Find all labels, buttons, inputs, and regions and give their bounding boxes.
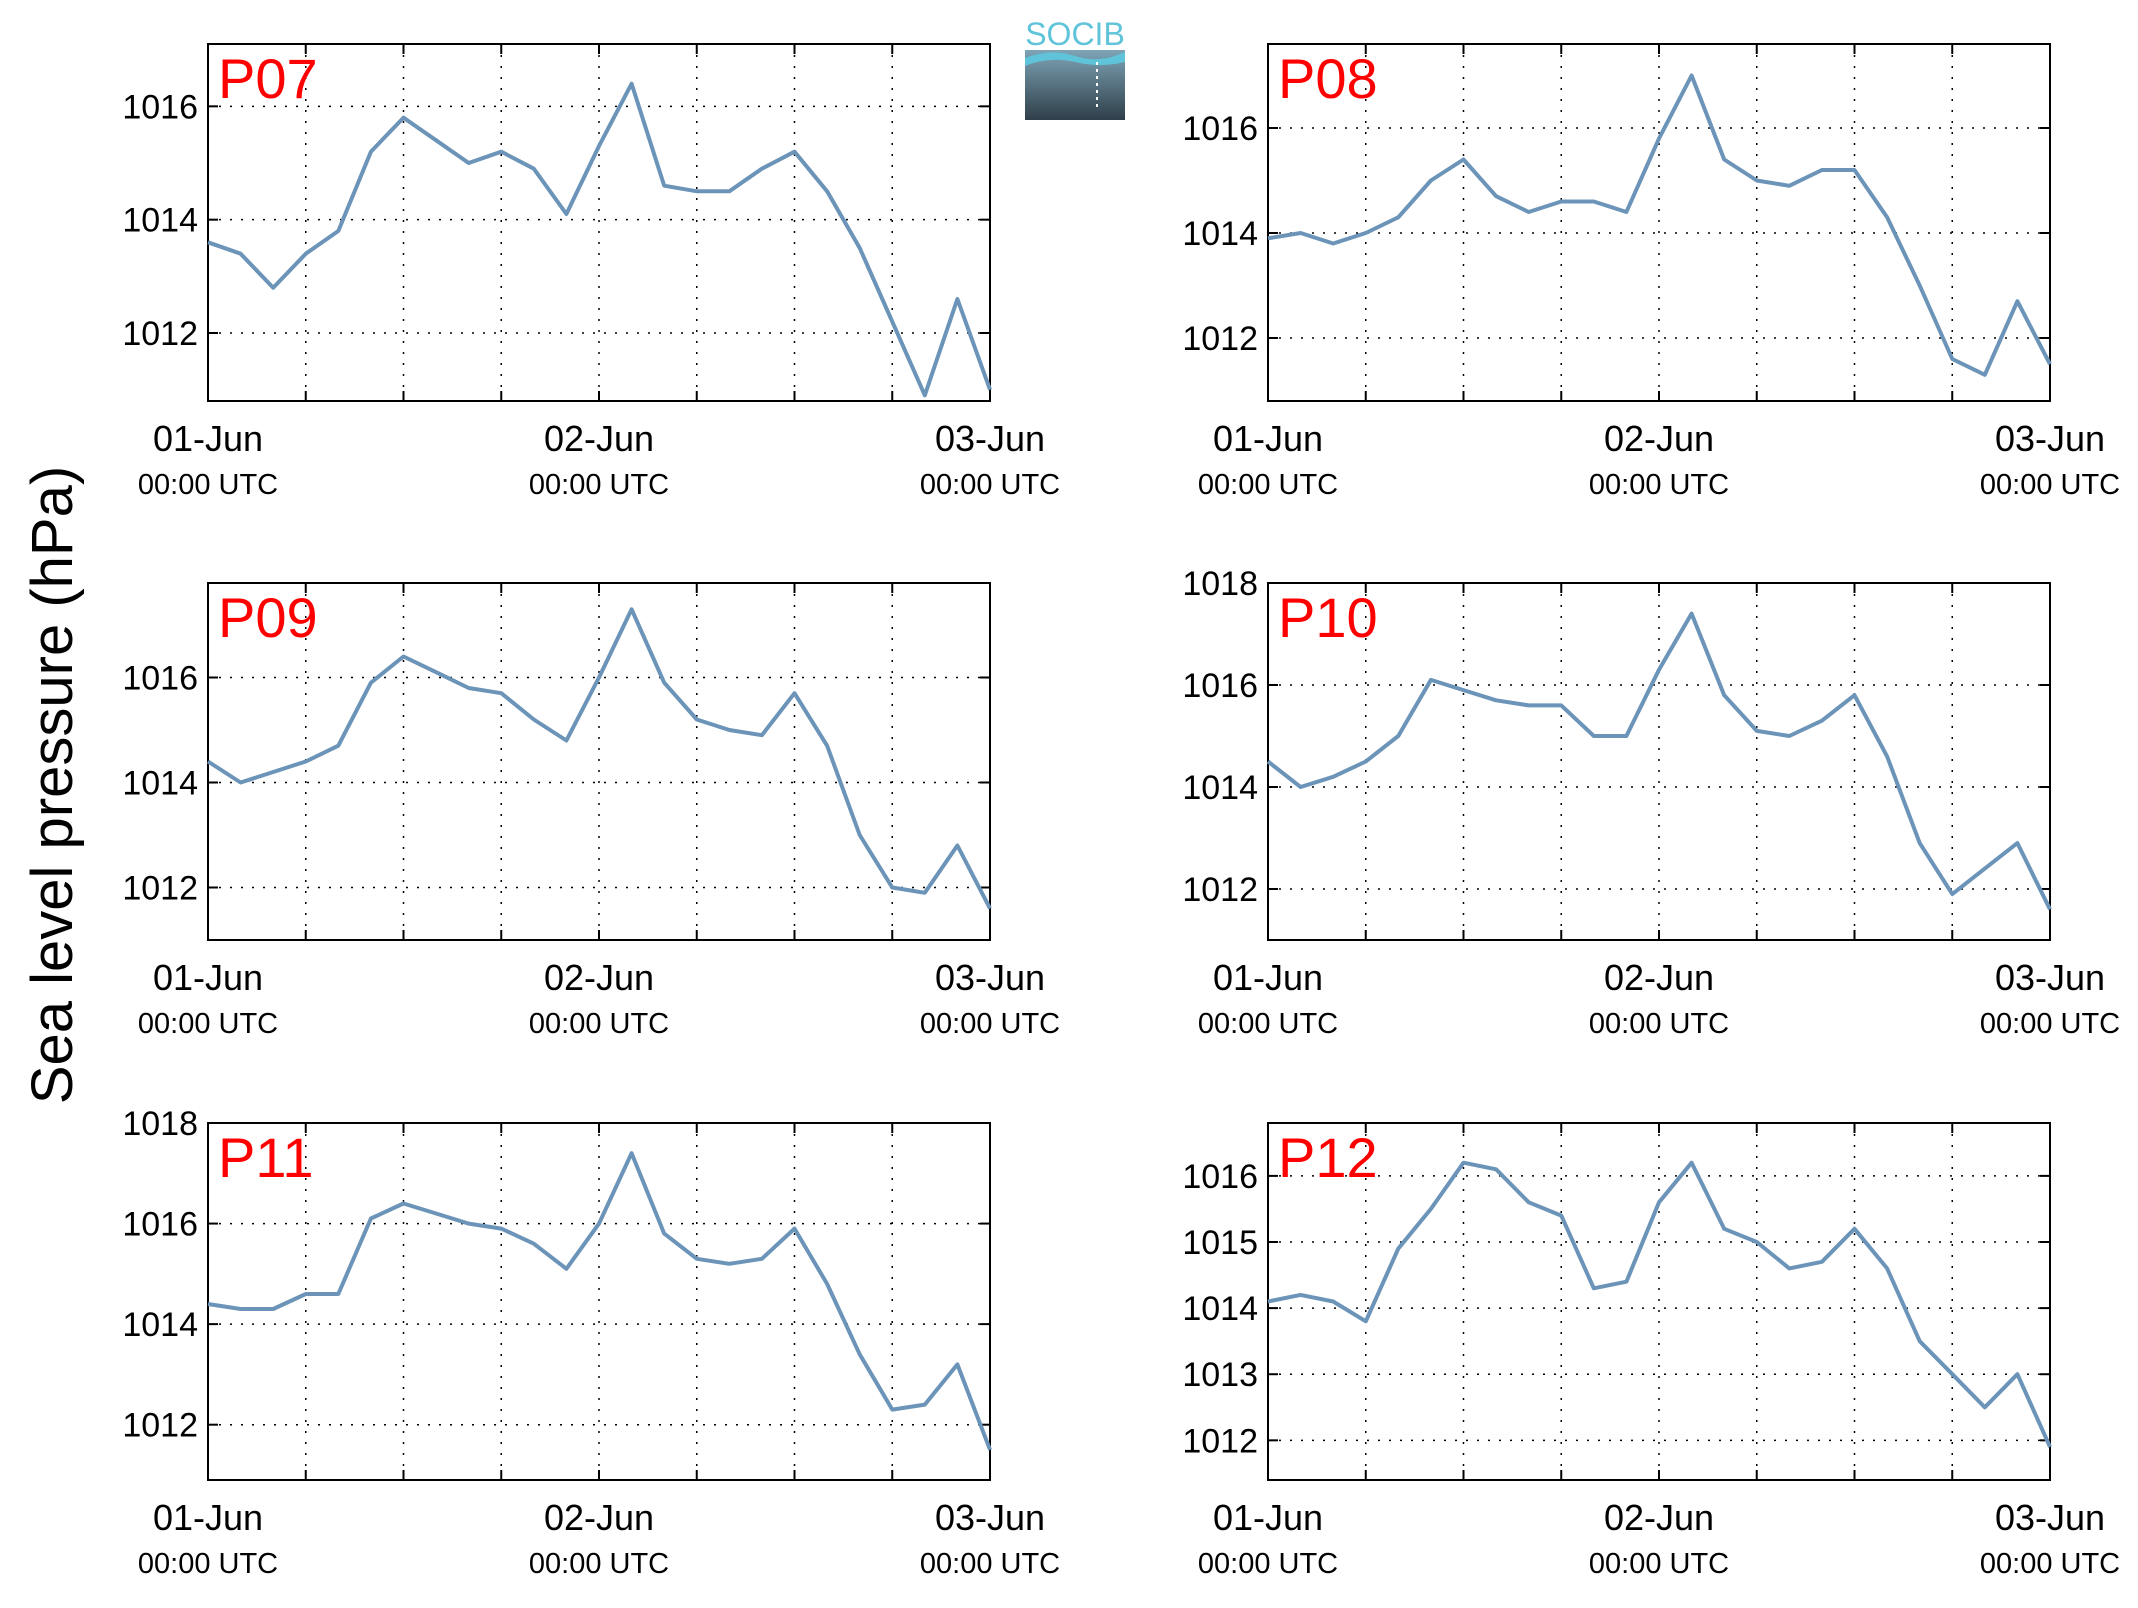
panel-p11: 1012 1014 1016 1018 01-Jun 00:00 UTC 02-Jun 00:…	[122, 1105, 1060, 1580]
x-tick-label-time: 00:00 UTC	[138, 469, 278, 501]
panel-p10: 1012 1014 1016 1018 01-Jun 00:00 UTC 02-Jun 00:…	[1182, 565, 2120, 1040]
x-tick-label-date: 01-Jun	[153, 957, 263, 998]
y-tick-label: 1012	[1182, 320, 1258, 358]
y-tick-label: 1014	[1182, 1290, 1258, 1328]
y-tick-label: 1014	[1182, 769, 1258, 807]
x-tick-label-time: 00:00 UTC	[1980, 469, 2120, 501]
x-tick-label-time: 00:00 UTC	[138, 1548, 278, 1580]
station-label: P07	[218, 47, 318, 110]
x-tick-label-date: 03-Jun	[1995, 1497, 2105, 1538]
x-tick-label-date: 02-Jun	[1604, 1497, 1714, 1538]
y-tick-label: 1016	[1182, 667, 1258, 705]
panel-p12: 1012 1013 1014 1015 1016 01-Jun 00:00 UTC 02-Ju…	[1182, 1122, 2120, 1580]
socib-logo: SOCIB	[1025, 16, 1125, 120]
logo-wave-icon	[1025, 52, 1125, 66]
x-tick-label-date: 03-Jun	[935, 418, 1045, 459]
x-tick-label-date: 02-Jun	[544, 418, 654, 459]
x-tick-label-time: 00:00 UTC	[1198, 1008, 1338, 1040]
x-tick-label-time: 00:00 UTC	[1198, 1548, 1338, 1580]
x-tick-label-date: 03-Jun	[935, 1497, 1045, 1538]
station-label: P08	[1278, 47, 1378, 110]
series-line-p09	[206, 607, 992, 910]
station-label: P10	[1278, 586, 1378, 649]
logo-text: SOCIB	[1025, 16, 1125, 52]
y-tick-label: 1016	[122, 1206, 198, 1244]
x-tick-label-time: 00:00 UTC	[920, 1008, 1060, 1040]
y-tick-label: 1015	[1182, 1224, 1258, 1262]
series-line-p08	[1267, 73, 2052, 377]
x-tick-label-time: 00:00 UTC	[920, 469, 1060, 501]
x-tick-label-date: 01-Jun	[1213, 1497, 1323, 1538]
x-tick-label-time: 00:00 UTC	[529, 469, 669, 501]
x-tick-label-date: 03-Jun	[935, 957, 1045, 998]
y-tick-label: 1014	[122, 765, 198, 803]
x-tick-label-time: 00:00 UTC	[1589, 1548, 1729, 1580]
x-tick-label-date: 02-Jun	[544, 1497, 654, 1538]
x-tick-label-date: 01-Jun	[153, 418, 263, 459]
x-tick-label-date: 02-Jun	[1604, 957, 1714, 998]
panel-p08: 1012 1014 1016 01-Jun 00:00 UTC 02-Jun 00:00 U…	[1182, 43, 2120, 501]
x-tick-label-time: 00:00 UTC	[1980, 1008, 2120, 1040]
y-axis-label: Sea level pressure (hPa)	[20, 466, 85, 1104]
y-tick-label: 1018	[122, 1105, 198, 1143]
x-tick-label-time: 00:00 UTC	[1589, 469, 1729, 501]
y-tick-label: 1012	[1182, 1422, 1258, 1460]
x-tick-label-date: 01-Jun	[1213, 418, 1323, 459]
y-tick-label: 1012	[122, 870, 198, 908]
y-tick-label: 1016	[1182, 110, 1258, 148]
panel-p09: 1012 1014 1016 01-Jun 00:00 UTC 02-Jun 00:00 U…	[122, 582, 1060, 1040]
x-tick-label-time: 00:00 UTC	[529, 1008, 669, 1040]
y-tick-label: 1012	[1182, 871, 1258, 909]
y-tick-label: 1013	[1182, 1356, 1258, 1394]
x-tick-label-date: 01-Jun	[153, 1497, 263, 1538]
x-tick-label-time: 00:00 UTC	[138, 1008, 278, 1040]
x-tick-label-time: 00:00 UTC	[920, 1548, 1060, 1580]
station-label: P09	[218, 586, 318, 649]
series-line-p11	[207, 1151, 992, 1451]
y-tick-label: 1016	[122, 660, 198, 698]
x-tick-label-date: 01-Jun	[1213, 957, 1323, 998]
y-tick-label: 1014	[122, 1306, 198, 1344]
station-label: P12	[1278, 1126, 1378, 1189]
x-tick-label-date: 02-Jun	[1604, 418, 1714, 459]
x-tick-label-date: 03-Jun	[1995, 418, 2105, 459]
x-tick-label-date: 03-Jun	[1995, 957, 2105, 998]
y-tick-label: 1016	[1182, 1158, 1258, 1196]
x-tick-label-time: 00:00 UTC	[1198, 469, 1338, 501]
x-tick-label-time: 00:00 UTC	[1589, 1008, 1729, 1040]
y-tick-label: 1014	[1182, 215, 1258, 253]
y-tick-label: 1014	[122, 202, 198, 240]
series-line-p07	[207, 81, 992, 398]
station-label: P11	[218, 1126, 313, 1189]
series-line-p10	[1266, 611, 2052, 911]
y-tick-label: 1012	[122, 315, 198, 353]
series-line-p12	[1267, 1160, 2052, 1448]
y-tick-label: 1012	[122, 1407, 198, 1445]
x-tick-label-time: 00:00 UTC	[1980, 1548, 2120, 1580]
y-tick-label: 1016	[122, 88, 198, 126]
y-tick-label: 1018	[1182, 565, 1258, 603]
x-tick-label-date: 02-Jun	[544, 957, 654, 998]
x-tick-label-time: 00:00 UTC	[529, 1548, 669, 1580]
panel-p07: 1012 1014 1016 01-Jun 00:00 UTC 02-Jun 00:00 U…	[122, 43, 1060, 501]
